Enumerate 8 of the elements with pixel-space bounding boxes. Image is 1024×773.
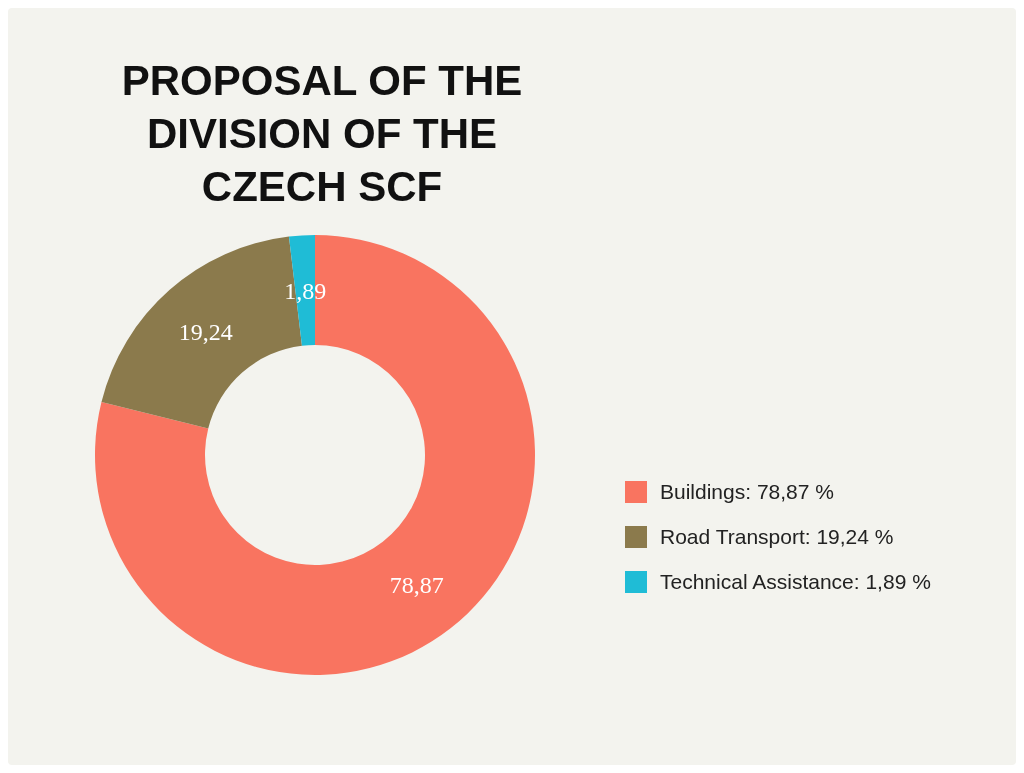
data-label: 1,89 bbox=[284, 277, 327, 304]
donut-slice bbox=[95, 235, 535, 675]
chart-title: PROPOSAL OF THE DIVISION OF THE CZECH SCF bbox=[121, 57, 523, 210]
legend-label: Technical Assistance: 1,89 % bbox=[660, 570, 931, 594]
legend-label: Buildings: 78,87 % bbox=[660, 480, 834, 504]
data-label: 78,87 bbox=[389, 572, 444, 599]
legend-label: Road Transport: 19,24 % bbox=[660, 525, 894, 549]
data-label: 19,24 bbox=[178, 318, 233, 345]
